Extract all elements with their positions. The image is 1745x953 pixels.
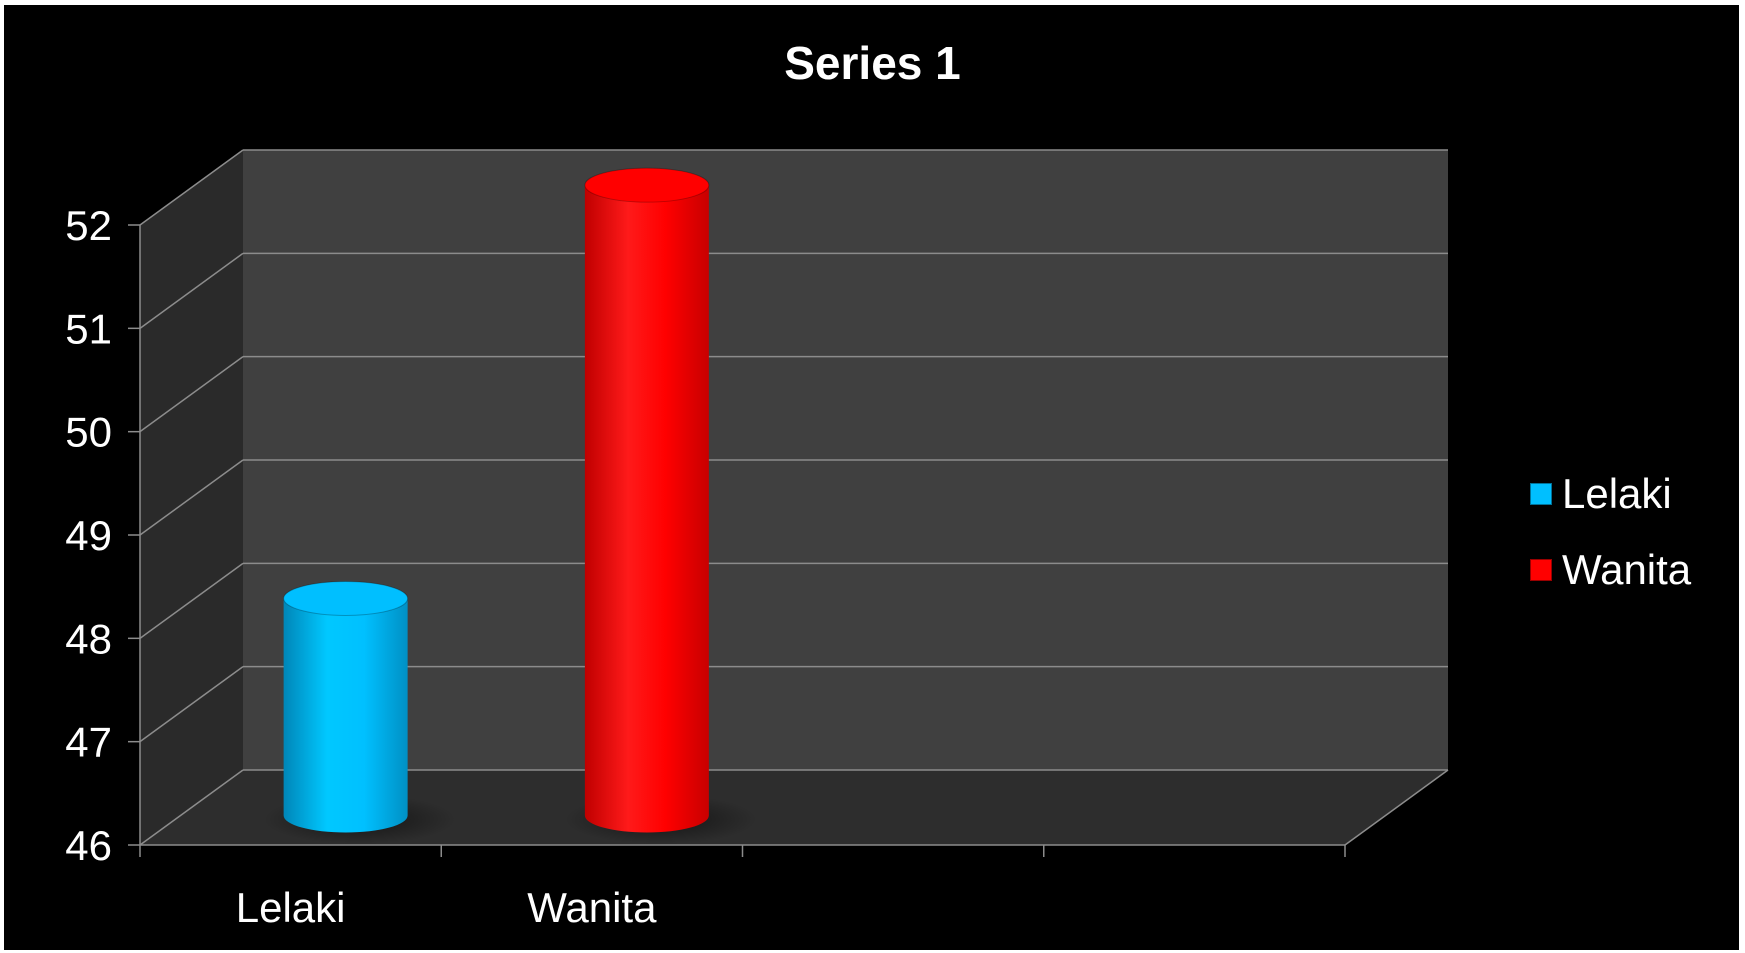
- bar-body: [283, 598, 408, 833]
- gridline-side: [139, 562, 244, 639]
- legend-swatch: [1530, 559, 1552, 581]
- gridline-side: [139, 356, 244, 433]
- x-category-label: Lelaki: [236, 884, 346, 931]
- x-category-label: Wanita: [527, 884, 657, 931]
- gridline-side: [139, 459, 244, 536]
- legend-label: Wanita: [1562, 546, 1692, 593]
- y-tick-label: 48: [65, 615, 112, 662]
- chart-title: Series 1: [784, 37, 961, 89]
- legend-label: Lelaki: [1562, 470, 1672, 517]
- bar-lelaki: [263, 581, 456, 845]
- gridline-side: [139, 666, 244, 743]
- y-tick-label: 49: [65, 512, 112, 559]
- gridline-side: [139, 149, 244, 226]
- y-tick-label: 47: [65, 719, 112, 766]
- y-tick-label: 51: [65, 305, 112, 352]
- gridline-side: [139, 769, 244, 846]
- floor-edge: [1344, 769, 1449, 846]
- bar-top: [283, 581, 409, 616]
- y-tick-label: 52: [65, 202, 112, 249]
- floor: [140, 770, 1448, 845]
- y-tick-label: 50: [65, 409, 112, 456]
- legend-item: Wanita: [1530, 546, 1691, 594]
- y-tick-label: 46: [65, 822, 112, 869]
- bar-wanita: [564, 167, 757, 845]
- bar-body: [584, 185, 709, 833]
- legend-swatch: [1530, 483, 1552, 505]
- gridline-side: [139, 252, 244, 329]
- legend-item: Lelaki: [1530, 470, 1672, 518]
- bar-top: [584, 167, 710, 203]
